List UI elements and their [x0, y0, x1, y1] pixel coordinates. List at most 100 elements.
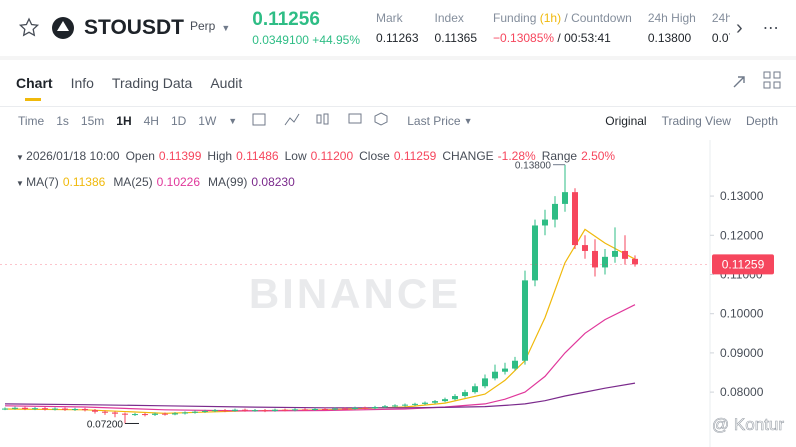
candle-body: [32, 408, 38, 410]
candle-body: [22, 407, 28, 409]
candle-body: [122, 413, 128, 415]
candle-body: [512, 360, 518, 369]
stat: Funding (1h) / Countdown −0.13085% / 00:5…: [493, 11, 632, 45]
favorite-star[interactable]: [14, 13, 44, 43]
ma-value: 0.08230: [251, 175, 295, 189]
candle-body: [612, 250, 618, 257]
high-label: 0.13800: [515, 161, 552, 172]
candle-body: [502, 368, 508, 372]
candle-body: [222, 410, 228, 412]
stat: Mark 0.11263: [376, 11, 419, 45]
chart-panel: Chart Info Trading Data Audit Time 1s 15m 1H 4H…: [0, 60, 796, 447]
tabs: Chart Info Trading Data Audit: [0, 60, 796, 101]
stat-value: 0.11263: [376, 31, 419, 45]
stats: Mark 0.11263 Index 0.11365 Funding (1h) / Co…: [360, 11, 730, 45]
candle-body: [322, 408, 328, 410]
candle-body: [102, 411, 108, 413]
price-type-caret[interactable]: ▼: [463, 115, 473, 126]
candle-body: [192, 411, 198, 413]
legend-label: CHANGE: [442, 149, 493, 163]
stat-value-text: −0.13085%: [493, 31, 555, 45]
candle-body: [472, 386, 478, 393]
legend-label: Open: [126, 149, 155, 163]
candle-body: [152, 413, 158, 415]
stat-label: Index: [435, 11, 478, 25]
tab[interactable]: Info: [70, 75, 94, 91]
candle-body: [622, 250, 628, 259]
legend-label: High: [207, 149, 232, 163]
stat-value-text: 0.13800: [647, 31, 692, 45]
more-menu[interactable]: ⋯: [762, 20, 779, 37]
price-box: 0.11256 0.0349100 +44.95%: [252, 9, 360, 47]
candle-body: [382, 406, 388, 408]
candle-body: [562, 192, 568, 204]
candle-body: [182, 412, 188, 414]
tab[interactable]: Trading Data: [111, 75, 193, 91]
interval[interactable]: 15m: [80, 113, 105, 128]
legend-value: 2.50%: [581, 149, 615, 163]
candle-body: [132, 414, 138, 416]
views: Original Trading View Depth: [590, 114, 778, 128]
ohlc-legend: ▼ 2026/01/18 10:00 Open 0.11399 High 0.11486…: [16, 149, 615, 163]
view[interactable]: Original: [605, 113, 647, 128]
candle-body: [162, 413, 168, 415]
candle-body: [602, 256, 608, 268]
price-type[interactable]: Last Price: [407, 113, 461, 128]
candle-body: [552, 203, 558, 220]
interval[interactable]: 1s: [56, 113, 69, 128]
candle-body: [292, 409, 298, 411]
icons[interactable]: [251, 111, 391, 127]
candle-body: [352, 407, 358, 409]
candle-body: [532, 225, 538, 281]
symbol[interactable]: STOUSDT: [84, 16, 184, 39]
last-price: 0.11256: [252, 9, 320, 30]
legend-label: Low: [285, 149, 307, 163]
candle-body: [82, 408, 88, 411]
candle-body: [392, 405, 398, 407]
legend-value: -1.28%: [498, 149, 536, 163]
candle-body: [412, 403, 418, 405]
legend-value: 0.11399: [159, 149, 202, 163]
last-price-tag: [712, 254, 774, 275]
stat-label: 24h High: [648, 11, 696, 25]
interval[interactable]: 1D: [170, 113, 187, 128]
stat-label: Funding (1h) / Countdown: [493, 11, 632, 25]
candle-body: [372, 407, 378, 409]
tool-icons[interactable]: [251, 111, 391, 130]
interval[interactable]: 1W: [198, 113, 217, 128]
stat-label-text: Mark: [376, 11, 403, 25]
interval-caret[interactable]: ▼: [228, 115, 238, 126]
panel-icons[interactable]: [726, 66, 786, 96]
scroll-right[interactable]: ›: [736, 16, 743, 39]
candle-body: [2, 408, 8, 410]
stat: 24h High 0.13800: [648, 11, 696, 45]
candle-body: [302, 409, 308, 411]
watermark: BINANCE: [249, 270, 461, 317]
ma-value: 0.11386: [63, 175, 106, 189]
view[interactable]: Depth: [745, 113, 778, 128]
candle-body: [452, 396, 458, 400]
candle-body: [272, 409, 278, 411]
tab[interactable]: Audit: [210, 75, 243, 91]
candle-body: [432, 401, 438, 403]
interval[interactable]: Time: [18, 113, 45, 128]
candle-body: [632, 258, 638, 265]
view[interactable]: Trading View: [661, 113, 731, 128]
ma-line: [4, 304, 636, 412]
candle-body: [252, 410, 258, 412]
y-tick-label: 0.12000: [720, 228, 764, 242]
stat-label-text: 24h: [711, 11, 731, 25]
dropdown-caret[interactable]: ▼: [221, 23, 231, 33]
stat-value-extra: / 00:53:41: [557, 31, 611, 45]
candle-body: [172, 413, 178, 415]
interval[interactable]: 1H: [116, 113, 132, 128]
candle-body: [12, 407, 18, 409]
ma-line: [4, 382, 636, 409]
candle-body: [52, 408, 58, 410]
y-tick-label: 0.13000: [720, 189, 764, 203]
legend-caret: ▼: [16, 179, 26, 188]
tab[interactable]: Chart: [16, 60, 53, 101]
interval[interactable]: 4H: [143, 113, 159, 128]
stat: Index 0.11365: [435, 11, 478, 45]
